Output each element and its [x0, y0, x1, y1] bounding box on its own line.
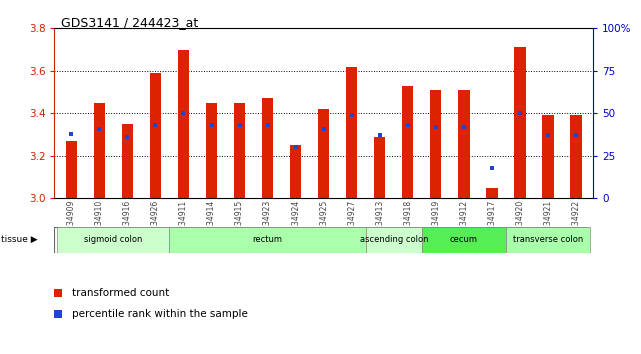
- Bar: [150, 73, 161, 198]
- Bar: [542, 115, 554, 198]
- Bar: [290, 145, 301, 198]
- Bar: [403, 86, 413, 198]
- Bar: [57, 227, 169, 253]
- Bar: [169, 227, 366, 253]
- Bar: [94, 103, 105, 198]
- Text: cecum: cecum: [450, 235, 478, 244]
- Bar: [346, 67, 358, 198]
- Bar: [506, 227, 590, 253]
- Bar: [487, 188, 497, 198]
- Bar: [178, 50, 189, 198]
- Text: tissue ▶: tissue ▶: [1, 235, 38, 244]
- Bar: [430, 90, 442, 198]
- Bar: [515, 47, 526, 198]
- Bar: [206, 103, 217, 198]
- Text: rectum: rectum: [253, 235, 283, 244]
- Bar: [262, 98, 273, 198]
- Bar: [66, 141, 77, 198]
- Bar: [458, 90, 470, 198]
- Bar: [234, 103, 246, 198]
- Bar: [366, 227, 422, 253]
- Bar: [422, 227, 506, 253]
- Text: sigmoid colon: sigmoid colon: [84, 235, 142, 244]
- Bar: [570, 115, 582, 198]
- Text: transverse colon: transverse colon: [513, 235, 583, 244]
- Bar: [122, 124, 133, 198]
- Bar: [374, 137, 385, 198]
- Text: GDS3141 / 244423_at: GDS3141 / 244423_at: [61, 16, 198, 29]
- Text: percentile rank within the sample: percentile rank within the sample: [72, 309, 248, 319]
- Bar: [318, 109, 329, 198]
- Text: transformed count: transformed count: [72, 289, 169, 298]
- Text: ascending colon: ascending colon: [360, 235, 428, 244]
